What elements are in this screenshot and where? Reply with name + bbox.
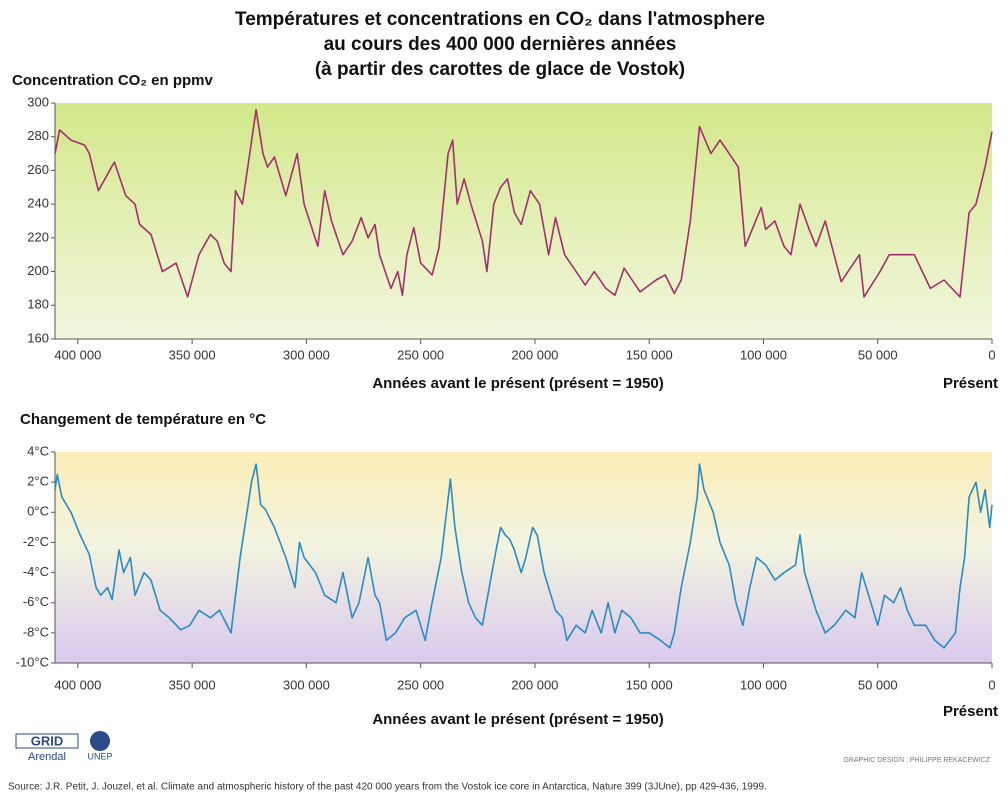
x-tick-label: 100 000 (740, 347, 787, 362)
x-tick-label: 350 000 (169, 347, 216, 362)
y-tick-label: 240 (27, 196, 49, 211)
x-tick-label: 400 000 (54, 677, 101, 692)
y-axis-title: Concentration CO₂ en ppmv (12, 72, 214, 89)
logo-emblem (90, 731, 110, 751)
x-tick-label: 200 000 (511, 677, 558, 692)
plot-background (55, 452, 992, 663)
logo-frame (15, 733, 79, 749)
logo-text: GRID (31, 733, 64, 748)
x-axis-title: Années avant le présent (présent = 1950) (372, 711, 663, 728)
y-tick-label: 260 (27, 162, 49, 177)
y-tick-label: 160 (27, 330, 49, 345)
annotation: Présent (943, 703, 998, 720)
x-tick-label: 300 000 (283, 347, 330, 362)
x-tick-label: 50 000 (858, 677, 898, 692)
x-tick-label: 0 (988, 347, 995, 362)
x-tick-label: 100 000 (740, 677, 787, 692)
x-tick-label: 250 000 (397, 677, 444, 692)
annotation: Présent (943, 375, 998, 392)
x-tick-label: 50 000 (858, 347, 898, 362)
x-tick-label: 0 (988, 677, 995, 692)
y-tick-label: 4°C (27, 443, 49, 458)
y-tick-label: 300 (27, 94, 49, 109)
logo-text: Arendal (28, 751, 66, 763)
logo-text: UNEP (87, 751, 112, 761)
y-tick-label: -8°C (23, 624, 49, 639)
y-tick-label: 200 (27, 263, 49, 278)
x-tick-label: 400 000 (54, 347, 101, 362)
y-tick-label: 0°C (27, 504, 49, 519)
x-tick-label: 200 000 (511, 347, 558, 362)
y-tick-label: -2°C (23, 534, 49, 549)
y-axis-title: Changement de température en °C (20, 411, 266, 428)
source: Source: J.R. Petit, J. Jouzel, et al. Cl… (8, 782, 767, 793)
title-line: Températures et concentrations en CO₂ da… (235, 9, 765, 30)
x-tick-label: 350 000 (169, 677, 216, 692)
y-tick-label: -4°C (23, 564, 49, 579)
title-line: au cours des 400 000 dernières années (324, 34, 677, 55)
y-tick-label: -10°C (16, 654, 49, 669)
y-tick-label: 180 (27, 297, 49, 312)
credit: GRAPHIC DESIGN : PHILIPPE REKACEWICZ (843, 757, 990, 764)
x-tick-label: 150 000 (626, 677, 673, 692)
x-tick-label: 250 000 (397, 347, 444, 362)
title-line: (à partir des carottes de glace de Vosto… (315, 59, 685, 80)
y-tick-label: 220 (27, 229, 49, 244)
data-line (54, 463, 993, 649)
x-axis-title: Années avant le présent (présent = 1950) (372, 375, 663, 392)
x-tick-label: 300 000 (283, 677, 330, 692)
y-tick-label: -6°C (23, 594, 49, 609)
y-tick-label: 280 (27, 128, 49, 143)
x-tick-label: 150 000 (626, 347, 673, 362)
plot-background (55, 103, 992, 339)
y-tick-label: 2°C (27, 474, 49, 489)
logo: GRID Arendal UNEP (15, 731, 113, 763)
data-line (54, 108, 993, 298)
